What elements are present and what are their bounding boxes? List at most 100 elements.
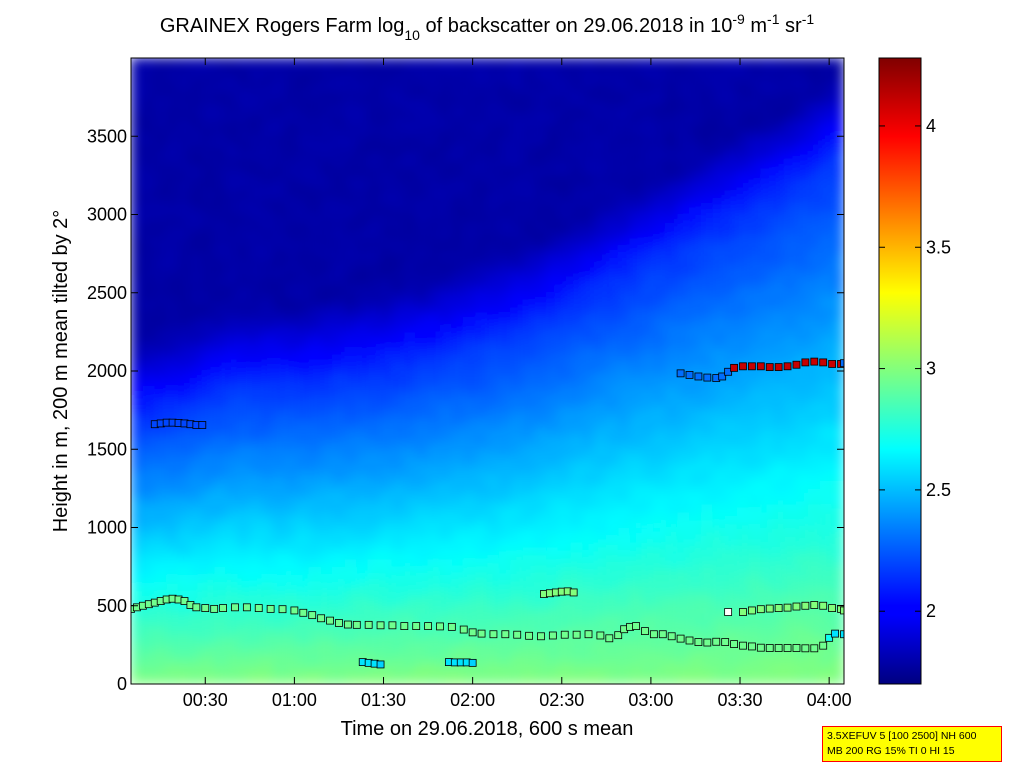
heatmap-cell xyxy=(213,620,227,630)
heatmap-cell xyxy=(249,112,263,122)
heatmap-cell xyxy=(736,667,750,677)
heatmap-cell xyxy=(131,339,144,349)
heatmap-cell xyxy=(629,339,643,349)
heatmap-cell xyxy=(261,573,275,583)
heatmap-cell xyxy=(617,292,631,302)
heatmap-cell xyxy=(344,386,358,395)
layer-marker xyxy=(231,603,239,612)
heatmap-cell xyxy=(795,393,809,403)
layer-marker xyxy=(459,625,468,634)
heatmap-cell xyxy=(415,503,429,513)
heatmap-cell xyxy=(320,550,334,560)
heatmap-cell xyxy=(189,112,203,122)
heatmap-cell xyxy=(391,440,405,450)
heatmap-cell xyxy=(677,65,691,75)
heatmap-cell xyxy=(653,386,667,395)
heatmap-cell xyxy=(166,276,180,286)
heatmap-cell xyxy=(356,284,370,294)
heatmap-cell xyxy=(736,370,750,380)
heatmap-cell xyxy=(368,613,382,622)
heatmap-cell xyxy=(677,315,691,325)
heatmap-cell xyxy=(510,292,524,302)
heatmap-cell xyxy=(415,229,429,239)
heatmap-cell xyxy=(225,80,239,90)
heatmap-cell xyxy=(784,597,797,607)
heatmap-cell xyxy=(795,362,809,372)
heatmap-cell xyxy=(760,315,774,325)
heatmap-cell xyxy=(154,331,168,341)
heatmap-cell xyxy=(522,260,536,270)
heatmap-cell xyxy=(689,151,702,161)
heatmap-cell xyxy=(439,268,453,278)
heatmap-cell xyxy=(487,80,500,90)
heatmap-cell xyxy=(237,511,251,521)
heatmap-cell xyxy=(154,660,168,669)
heatmap-cell xyxy=(237,331,251,341)
heatmap-cell xyxy=(415,159,429,169)
heatmap-cell xyxy=(403,339,417,349)
heatmap-cell xyxy=(772,409,786,419)
heatmap-cell xyxy=(463,96,477,106)
heatmap-cell xyxy=(831,127,844,137)
heatmap-cell xyxy=(332,386,346,395)
heatmap-cell xyxy=(712,182,726,192)
heatmap-cell xyxy=(142,167,156,176)
heatmap-cell xyxy=(273,323,286,333)
heatmap-cell xyxy=(131,198,144,208)
heatmap-cell xyxy=(225,495,239,505)
heatmap-cell xyxy=(213,88,227,98)
heatmap-cell xyxy=(653,221,667,231)
heatmap-cell xyxy=(487,159,500,169)
heatmap-cell xyxy=(178,675,191,684)
heatmap-cell xyxy=(142,354,156,364)
heatmap-cell xyxy=(760,433,774,442)
heatmap-cell xyxy=(712,597,726,607)
heatmap-cell xyxy=(807,370,821,380)
heatmap-cell xyxy=(629,480,643,489)
heatmap-cell xyxy=(665,347,679,356)
heatmap-cell xyxy=(237,566,251,575)
heatmap-cell xyxy=(391,190,405,200)
heatmap-cell xyxy=(154,96,168,106)
heatmap-cell xyxy=(142,401,156,411)
heatmap-cell xyxy=(712,135,726,145)
heatmap-cell xyxy=(582,542,595,552)
heatmap-cell xyxy=(403,472,417,482)
heatmap-cell xyxy=(546,323,560,333)
heatmap-cell xyxy=(712,65,726,75)
heatmap-cell xyxy=(498,495,512,505)
heatmap-cell xyxy=(795,542,809,552)
heatmap-cell xyxy=(380,401,393,411)
heatmap-cell xyxy=(629,495,643,505)
heatmap-cell xyxy=(487,480,500,489)
heatmap-cell xyxy=(558,112,572,122)
heatmap-cell xyxy=(831,73,844,82)
heatmap-cell xyxy=(522,354,536,364)
heatmap-cell xyxy=(154,300,168,309)
heatmap-cell xyxy=(284,198,298,208)
heatmap-cell xyxy=(189,229,203,239)
heatmap-cell xyxy=(320,229,334,239)
heatmap-cell xyxy=(795,284,809,294)
heatmap-cell xyxy=(415,440,429,450)
heatmap-cell xyxy=(617,386,631,395)
heatmap-cell xyxy=(380,628,393,638)
heatmap-cell xyxy=(166,401,180,411)
heatmap-cell xyxy=(653,300,667,309)
heatmap-cell xyxy=(558,300,572,309)
heatmap-cell xyxy=(213,636,227,646)
heatmap-cell xyxy=(201,284,215,294)
heatmap-cell xyxy=(380,174,393,184)
heatmap-cell xyxy=(154,104,168,114)
heatmap-cell xyxy=(593,534,607,544)
heatmap-cell xyxy=(689,80,702,90)
heatmap-cell xyxy=(665,409,679,419)
heatmap-cell xyxy=(296,292,310,302)
heatmap-cell xyxy=(736,558,750,568)
heatmap-cell xyxy=(712,323,726,333)
heatmap-cell xyxy=(772,151,786,161)
heatmap-cell xyxy=(570,167,584,176)
heatmap-cell xyxy=(605,605,619,615)
heatmap-cell xyxy=(522,151,536,161)
heatmap-cell xyxy=(273,370,286,380)
